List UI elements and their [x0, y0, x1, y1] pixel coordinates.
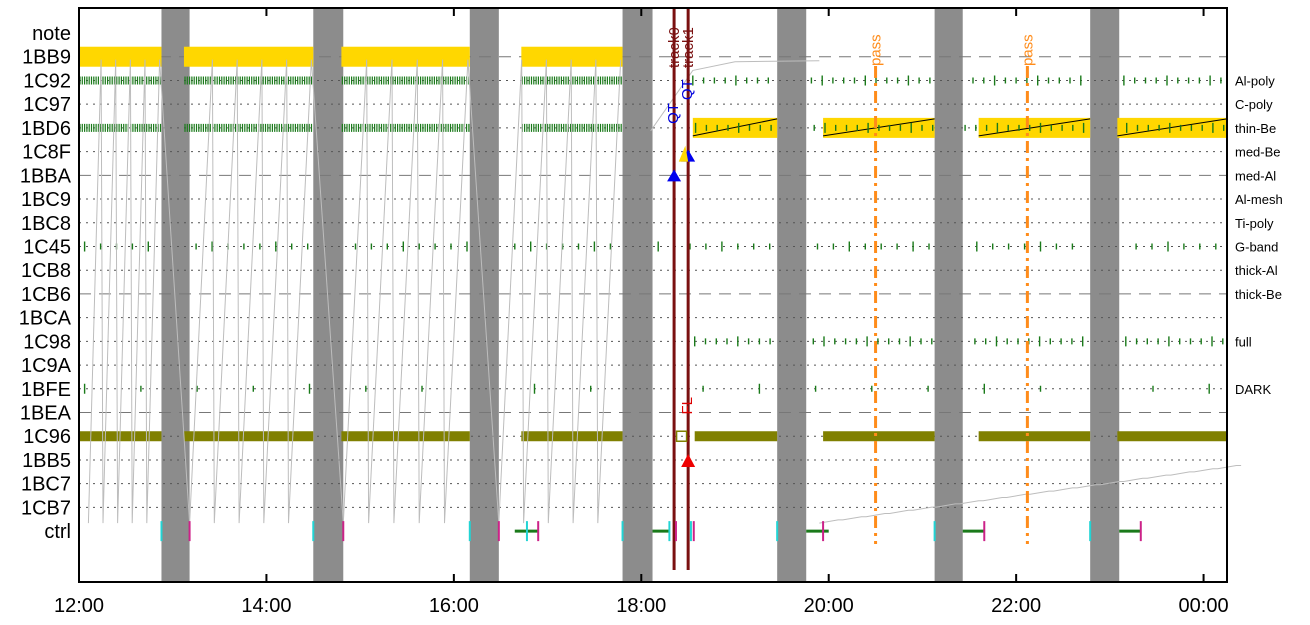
x-tick-label-2: 16:00	[429, 595, 479, 617]
row-label-1BC7: 1BC7	[21, 474, 71, 496]
row-label-1CB6: 1CB6	[21, 284, 71, 306]
row-label-note: note	[32, 23, 71, 45]
row-label-1BB5: 1BB5	[22, 450, 71, 472]
filter-label-1BBA: med-Al	[1235, 168, 1276, 183]
counter-trace-layer	[87, 59, 1242, 524]
row-label-1C97: 1C97	[23, 94, 71, 116]
yellow-wedge	[678, 145, 689, 162]
row-label-1C96: 1C96	[23, 426, 71, 448]
yellow-bar-diag-6	[978, 118, 1091, 137]
gap-block-1	[313, 8, 344, 582]
green-tick-segment-4	[79, 123, 162, 132]
sparse-ticks-1C98	[694, 336, 1224, 347]
olive-bar-6	[978, 431, 1091, 442]
blue-triangle-0	[667, 169, 682, 182]
counter-trace-steps	[819, 465, 1242, 524]
x-tick-label-0: 12:00	[54, 595, 104, 617]
track-label-0: track0	[666, 27, 683, 68]
green-tick-segment-3	[521, 76, 622, 85]
yellow-bar-diag-4	[692, 118, 778, 137]
filter-label-1CB8: thick-Al	[1235, 263, 1278, 278]
row-label-1C98: 1C98	[23, 331, 71, 353]
filter-label-1C98: full	[1235, 334, 1252, 349]
row-label-1BC9: 1BC9	[21, 189, 71, 211]
gap-block-5	[934, 8, 963, 582]
olive-bar-2	[341, 431, 470, 442]
green-tick-segment-0	[79, 76, 162, 85]
row-label-1CB8: 1CB8	[21, 260, 71, 282]
row-label-1C8F: 1C8F	[22, 142, 71, 164]
x-tick-label-6: 00:00	[1179, 595, 1229, 617]
filter-label-1C45: G-band	[1235, 239, 1278, 254]
yellow-bar-1	[183, 46, 314, 67]
row-label-1BEA: 1BEA	[20, 403, 72, 425]
yellow-bar-2	[341, 46, 470, 67]
marker-label-0: QT	[665, 103, 682, 124]
olive-bar-1	[183, 431, 314, 442]
plot-frame	[78, 7, 1228, 583]
olive-bar-5	[823, 431, 935, 442]
gap-block-2	[469, 8, 499, 582]
green-tick-segment-6	[341, 123, 470, 132]
gap-layer	[161, 8, 1120, 582]
green-tick-segment-2	[341, 76, 470, 85]
x-tick-label-3: 18:00	[616, 595, 666, 617]
olive-bar-4	[694, 431, 778, 442]
row-label-1BFE: 1BFE	[21, 379, 71, 401]
row-label-1C92: 1C92	[23, 70, 71, 92]
row-label-ctrl: ctrl	[44, 521, 71, 543]
row-label-1BD6: 1BD6	[21, 118, 71, 140]
row-label-1C9A: 1C9A	[21, 355, 72, 377]
olive-bar-3	[521, 431, 623, 442]
row-label-1C45: 1C45	[23, 236, 71, 258]
sparse-ticks-1C92	[692, 75, 1222, 86]
row-label-1CB7: 1CB7	[21, 497, 71, 519]
row-label-1BCA: 1BCA	[19, 308, 72, 330]
yellow-bar-3	[521, 46, 623, 67]
filter-label-1C97: C-poly	[1235, 97, 1273, 112]
olive-bar-7	[1117, 431, 1227, 442]
red-triangle	[681, 453, 696, 467]
sparse-ticks-1BD6	[694, 122, 1225, 133]
track-label-1: track1	[680, 27, 697, 68]
gap-block-4	[777, 8, 807, 582]
olive-square-marker	[675, 430, 688, 442]
pass-label-0: pass	[868, 34, 885, 66]
gap-block-6	[1090, 8, 1120, 582]
filter-label-1BFE: DARK	[1235, 382, 1271, 397]
filter-label-1BC9: Al-mesh	[1235, 192, 1283, 207]
sparse-ticks-1BFE	[83, 383, 1210, 394]
yellow-bar-diag-7	[1117, 118, 1228, 137]
row-label-1BC8: 1BC8	[21, 213, 71, 235]
sparse-ticks-1C45	[83, 241, 1217, 252]
gap-block-3	[622, 8, 653, 582]
filter-label-1BC8: Ti-poly	[1235, 216, 1274, 231]
x-tick-label-5: 22:00	[991, 595, 1041, 617]
x-tick-label-4: 20:00	[804, 595, 854, 617]
yellow-bar-0	[79, 46, 162, 67]
bar-layer	[79, 46, 1228, 442]
filter-label-1C92: Al-poly	[1235, 73, 1275, 88]
x-tick-label-1: 14:00	[241, 595, 291, 617]
marker-layer: QT QT FL	[665, 79, 696, 467]
counter-trace-sawtooth	[87, 59, 820, 524]
ctrl-layer	[160, 521, 1142, 542]
gap-block-0	[161, 8, 190, 582]
marker-label-1: QT	[679, 79, 696, 100]
row-label-1BBA: 1BBA	[20, 165, 72, 187]
row-label-1BB9: 1BB9	[22, 47, 71, 69]
filter-label-1C8F: med-Be	[1235, 145, 1281, 160]
label-layer: note1BB91C921C971BD61C8F1BBA1BC91BC81C45…	[19, 8, 1283, 617]
filter-label-1CB6: thick-Be	[1235, 287, 1282, 302]
marker-label-2: FL	[679, 397, 696, 415]
filter-label-1BD6: thin-Be	[1235, 121, 1276, 136]
pass-label-1: pass	[1019, 34, 1036, 66]
